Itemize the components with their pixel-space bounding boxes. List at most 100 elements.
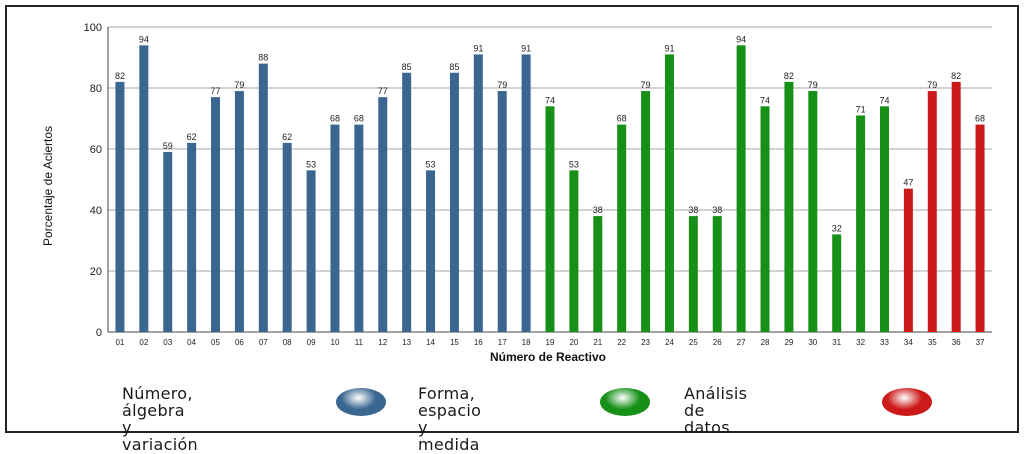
bar-33	[879, 106, 889, 332]
bar-05	[211, 97, 221, 333]
data-label: 71	[856, 104, 866, 114]
data-label: 62	[282, 132, 292, 142]
bar-19	[545, 106, 555, 332]
x-tick-label: 03	[163, 338, 172, 347]
x-tick-label: 19	[546, 338, 555, 347]
data-label: 85	[402, 62, 412, 72]
bar-28	[760, 106, 770, 332]
bar-02	[139, 45, 149, 333]
bar-17	[497, 91, 507, 332]
bar-25	[688, 216, 698, 332]
data-label: 91	[521, 43, 531, 53]
data-label: 91	[664, 43, 674, 53]
bar-36	[951, 81, 961, 333]
data-label: 68	[975, 114, 985, 124]
data-label: 79	[497, 80, 507, 90]
x-tick-label: 37	[976, 338, 985, 347]
bar-06	[234, 91, 244, 332]
bar-16	[473, 54, 483, 332]
bar-03	[163, 152, 173, 332]
data-label: 82	[951, 71, 961, 81]
x-tick-label: 14	[426, 338, 435, 347]
x-tick-label: 05	[211, 338, 220, 347]
x-tick-label: 02	[139, 338, 148, 347]
data-label: 53	[569, 159, 579, 169]
legend-swatch-green	[600, 388, 650, 416]
data-label: 82	[115, 71, 125, 81]
bar-29	[784, 81, 794, 333]
bar-15	[449, 72, 459, 332]
data-label: 79	[808, 80, 818, 90]
x-tick-label: 24	[665, 338, 674, 347]
x-tick-label: 04	[187, 338, 196, 347]
legend-label: Forma, espacio y medida	[418, 384, 482, 454]
bar-21	[593, 216, 603, 332]
bar-32	[856, 115, 866, 332]
data-label: 79	[927, 80, 937, 90]
bar-08	[282, 142, 292, 332]
data-labels: 82 94 59 62 77 79 88 62 53 68 68 77 85 53 85 91 79 91 74 53…	[115, 34, 985, 233]
data-label: 82	[784, 71, 794, 81]
data-label: 68	[330, 114, 340, 124]
data-label: 38	[688, 205, 698, 215]
gridlines	[107, 26, 992, 333]
data-label: 38	[712, 205, 722, 215]
x-tick-labels: 01 02 03 04 05 06 07 08 09 10 11 12 13 14 15 16 17 18 19 20…	[115, 338, 985, 347]
x-tick-label: 26	[713, 338, 722, 347]
x-tick-label: 36	[952, 338, 961, 347]
x-tick-label: 29	[784, 338, 793, 347]
data-label: 38	[593, 205, 603, 215]
data-label: 77	[211, 86, 221, 96]
x-tick-label: 10	[331, 338, 340, 347]
y-tick-label: 100	[84, 22, 102, 34]
x-tick-label: 01	[115, 338, 124, 347]
bar-24	[664, 54, 674, 332]
x-tick-label: 06	[235, 338, 244, 347]
x-tick-label: 28	[761, 338, 770, 347]
data-label: 32	[832, 223, 842, 233]
x-tick-label: 12	[378, 338, 387, 347]
bar-chart: 82 94 59 62 77 79 88 62 53 68 68 77 85 53 85 91 79 91 74 53…	[41, 22, 992, 364]
bar-23	[641, 91, 651, 332]
bar-07	[258, 63, 268, 332]
y-tick-label: 40	[90, 205, 102, 217]
legend-swatch-blue	[336, 388, 386, 416]
data-label: 94	[139, 34, 149, 44]
y-tick-label: 80	[90, 83, 102, 95]
x-tick-label: 27	[737, 338, 746, 347]
x-tick-label: 34	[904, 338, 913, 347]
bar-20	[569, 170, 579, 332]
y-tick-label: 20	[90, 266, 102, 278]
x-tick-label: 15	[450, 338, 459, 347]
data-label: 74	[879, 95, 889, 105]
x-tick-label: 31	[832, 338, 841, 347]
bar-26	[712, 216, 722, 332]
x-tick-label: 16	[474, 338, 483, 347]
bar-30	[808, 91, 818, 332]
data-label: 88	[258, 53, 268, 63]
data-label: 74	[545, 95, 555, 105]
bar-04	[187, 142, 197, 332]
x-tick-label: 21	[593, 338, 602, 347]
bar-11	[354, 124, 364, 332]
data-label: 91	[473, 43, 483, 53]
x-tick-label: 33	[880, 338, 889, 347]
bar-09	[306, 170, 316, 332]
x-tick-label: 18	[522, 338, 531, 347]
x-tick-label: 30	[808, 338, 817, 347]
bar-35	[927, 91, 937, 332]
bar-14	[426, 170, 436, 332]
legend-label: Análisis de datos	[684, 384, 748, 437]
y-tick-label: 0	[96, 327, 102, 339]
bar-10	[330, 124, 340, 332]
legend: Número, álgebra y variación Forma, espac…	[122, 383, 1002, 453]
x-tick-label: 25	[689, 338, 698, 347]
x-tick-label: 07	[259, 338, 268, 347]
legend-swatch-red	[882, 388, 932, 416]
x-tick-label: 13	[402, 338, 411, 347]
bar-37	[975, 124, 985, 332]
data-label: 59	[163, 141, 173, 151]
bar-31	[832, 234, 842, 332]
x-tick-label: 23	[641, 338, 650, 347]
data-label: 68	[617, 114, 627, 124]
